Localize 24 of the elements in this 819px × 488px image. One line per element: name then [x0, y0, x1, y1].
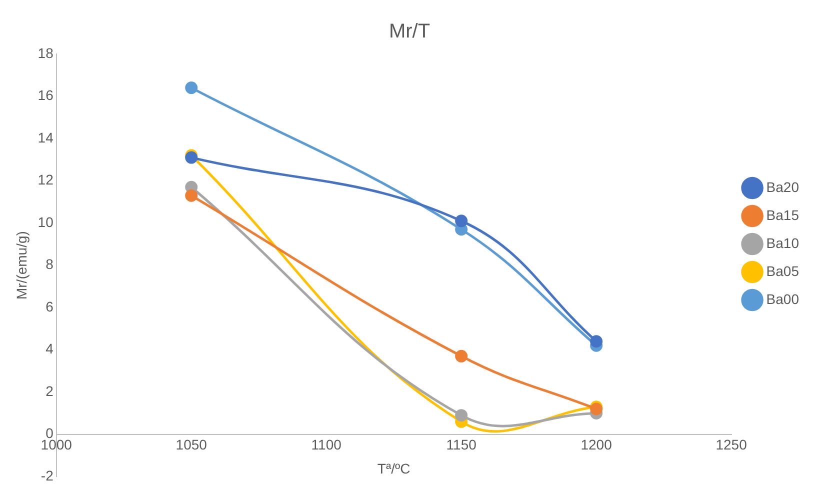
- legend-label: Ba00: [766, 290, 800, 307]
- x-tick-label: 1050: [176, 436, 208, 453]
- y-tick-label: 8: [46, 256, 54, 272]
- y-tick-label: 6: [46, 298, 54, 314]
- y-tick-label: 14: [38, 129, 54, 146]
- legend-label: Ba15: [766, 206, 800, 223]
- legend-label: Ba10: [766, 234, 800, 251]
- y-tick-label: 4: [46, 340, 54, 357]
- x-tick-label: 1100: [311, 436, 342, 453]
- y-tick-label: 12: [38, 172, 54, 188]
- x-tick-label: 1150: [446, 436, 477, 453]
- y-tick-label: 10: [38, 214, 54, 230]
- legend-label: Ba05: [766, 262, 800, 279]
- x-tick-label: 1000: [40, 436, 72, 453]
- x-axis-title: Tª/ºC: [377, 460, 410, 476]
- y-tick-label: 16: [38, 87, 54, 104]
- y-tick-label: 2: [46, 382, 54, 399]
- chart-title: Mr/T: [388, 20, 430, 43]
- legend-label: Ba20: [766, 178, 800, 195]
- y-tick-label: 18: [38, 44, 54, 61]
- y-tick-label: -2: [40, 467, 54, 484]
- x-tick-label: 1250: [716, 436, 748, 453]
- x-tick-label: 1200: [580, 436, 612, 453]
- y-axis-title: Mr/(emu/g): [13, 231, 30, 300]
